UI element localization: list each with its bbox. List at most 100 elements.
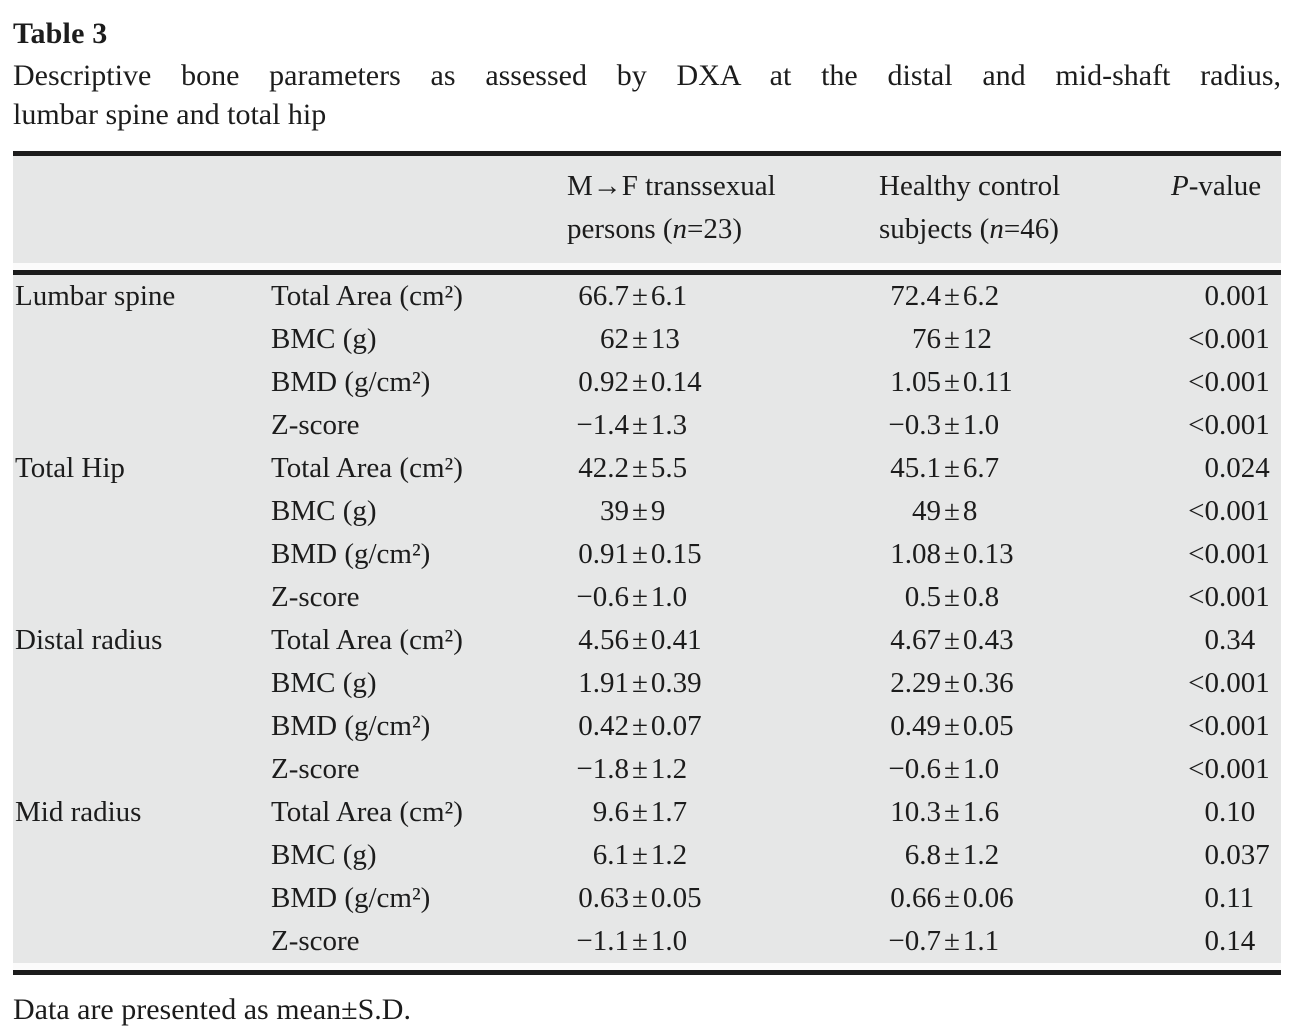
sd-value: 0.15 xyxy=(650,538,702,570)
plus-minus-sign: ± xyxy=(632,667,648,699)
plus-minus-sign: ± xyxy=(632,710,648,742)
hc-value-cell: −0.7 ±1.1 xyxy=(881,920,1173,963)
mean-value: 9.6 xyxy=(592,796,629,828)
plus-minus-sign: ± xyxy=(944,538,960,570)
sd-value: 1.2 xyxy=(650,753,688,785)
p-value-integer-part: 0 xyxy=(1204,882,1220,914)
region-cell: Lumbar spine xyxy=(15,280,176,312)
hc-value-cell: 0.49 ±0.05 xyxy=(881,705,1173,748)
mf-value-cell: −0.6 ±1.0 xyxy=(569,576,881,619)
plus-minus-sign: ± xyxy=(632,624,648,656)
table-caption-line2: lumbar spine and total hip xyxy=(13,98,327,131)
sd-value: 0.43 xyxy=(962,624,1014,656)
hc-value-cell: 49 ±8 xyxy=(881,490,1173,533)
p-value-integer-part: 0 xyxy=(1204,925,1220,957)
sd-value: 1.0 xyxy=(962,753,1000,785)
column-header-mf-transsexual: M→F transsexual persons (n=23) xyxy=(567,165,879,251)
mf-value-cell: 39 ±9 xyxy=(569,490,881,533)
mean-value: 0.5 xyxy=(904,581,941,613)
table-row: BMD (g/cm²) 0.92 ±0.14 1.05 ±0.11 <0.001 xyxy=(13,361,1281,404)
region-cell xyxy=(13,748,271,791)
p-value-decimal-part: .001 xyxy=(1219,495,1270,527)
table-row: BMC (g) 62 ±13 76 ±12 <0.001 xyxy=(13,318,1281,361)
plus-minus-sign: ± xyxy=(944,280,960,312)
mean-value: 0.66 xyxy=(890,882,941,914)
plus-minus-sign: ± xyxy=(632,366,648,398)
table-row: BMD (g/cm²) 0.63 ±0.05 0.66 ±0.06 0.11 xyxy=(13,877,1281,920)
mean-value: 1.05 xyxy=(890,366,941,398)
p-value-cell: <0.001 xyxy=(1173,662,1281,705)
mf-value-cell: 66.7 ±6.1 xyxy=(569,275,881,318)
column-header-healthy-control: Healthy control subjects (n=46) xyxy=(879,165,1171,251)
parameter-cell: BMD (g/cm²) xyxy=(271,538,431,570)
table-row: Z-score −1.8 ±1.2 −0.6 ±1.0 <0.001 xyxy=(13,748,1281,791)
table-row: BMC (g) 1.91 ±0.39 2.29 ±0.36 <0.001 xyxy=(13,662,1281,705)
sd-value: 0.05 xyxy=(962,710,1014,742)
p-value-integer-part: <0 xyxy=(1188,581,1219,613)
mf-value-cell: 0.91 ±0.15 xyxy=(569,533,881,576)
hc-value-cell: 4.67 ±0.43 xyxy=(881,619,1173,662)
parameter-cell: Z-score xyxy=(271,409,360,441)
p-value-cell: <0.001 xyxy=(1173,533,1281,576)
mean-value: 1.91 xyxy=(578,667,629,699)
parameter-cell: BMC (g) xyxy=(271,323,377,355)
table-footnote: Data are presented as mean±S.D. xyxy=(13,993,411,1026)
header-spacer-region xyxy=(13,165,269,251)
plus-minus-sign: ± xyxy=(944,366,960,398)
region-cell xyxy=(13,662,271,705)
p-value-integer-part: 0 xyxy=(1204,280,1220,312)
plus-minus-sign: ± xyxy=(944,495,960,527)
plus-minus-sign: ± xyxy=(632,581,648,613)
parameter-cell: Total Area (cm²) xyxy=(271,280,463,312)
mean-value: 45.1 xyxy=(890,452,941,484)
table-row: BMD (g/cm²) 0.91 ±0.15 1.08 ±0.13 <0.001 xyxy=(13,533,1281,576)
mean-value: 76 xyxy=(912,323,941,355)
parameter-cell: Z-score xyxy=(271,581,360,613)
hc-value-cell: −0.3 ±1.0 xyxy=(881,404,1173,447)
parameter-cell: Total Area (cm²) xyxy=(271,452,463,484)
parameter-cell: BMD (g/cm²) xyxy=(271,710,431,742)
p-value-cell: 0.024 xyxy=(1173,447,1281,490)
hc-value-cell: 10.3 ±1.6 xyxy=(881,791,1173,834)
mean-value: 0.49 xyxy=(890,710,941,742)
mf-value-cell: 6.1 ±1.2 xyxy=(569,834,881,877)
sd-value: 0.07 xyxy=(650,710,702,742)
table-header-rule xyxy=(13,270,1281,275)
sd-value: 1.2 xyxy=(650,839,688,871)
parameter-cell: BMD (g/cm²) xyxy=(271,882,431,914)
plus-minus-sign: ± xyxy=(944,323,960,355)
sd-value: 0.11 xyxy=(962,366,1013,398)
table-row: Z-score −0.6 ±1.0 0.5 ±0.8 <0.001 xyxy=(13,576,1281,619)
parameter-cell: BMC (g) xyxy=(271,495,377,527)
mean-value: 0.63 xyxy=(578,882,629,914)
p-value-integer-part: <0 xyxy=(1188,753,1219,785)
sd-value: 1.6 xyxy=(962,796,1000,828)
mf-value-cell: 0.42 ±0.07 xyxy=(569,705,881,748)
p-value-cell: 0.001 xyxy=(1173,275,1281,318)
sd-value: 1.3 xyxy=(650,409,688,441)
mean-value: −0.6 xyxy=(576,581,629,613)
plus-minus-sign: ± xyxy=(944,452,960,484)
mf-value-cell: −1.4 ±1.3 xyxy=(569,404,881,447)
plus-minus-sign: ± xyxy=(944,925,960,957)
p-value-decimal-part: .10 xyxy=(1219,796,1256,828)
region-cell xyxy=(13,490,271,533)
sd-value: 1.0 xyxy=(650,581,688,613)
mf-value-cell: 62 ±13 xyxy=(569,318,881,361)
table-caption: Descriptive bone parameters as assessed … xyxy=(13,56,1281,134)
p-value-decimal-part: .001 xyxy=(1219,538,1270,570)
plus-minus-sign: ± xyxy=(944,839,960,871)
mean-value: 2.29 xyxy=(890,667,941,699)
plus-minus-sign: ± xyxy=(632,323,648,355)
hc-value-cell: 0.5 ±0.8 xyxy=(881,576,1173,619)
parameter-cell: BMC (g) xyxy=(271,839,377,871)
mean-value: −0.3 xyxy=(888,409,941,441)
hc-value-cell: 76 ±12 xyxy=(881,318,1173,361)
table-row: Z-score −1.4 ±1.3 −0.3 ±1.0 <0.001 xyxy=(13,404,1281,447)
sd-value: 0.8 xyxy=(962,581,1000,613)
p-value-integer-part: <0 xyxy=(1188,495,1219,527)
mean-value: 42.2 xyxy=(578,452,629,484)
mean-value: −1.4 xyxy=(576,409,629,441)
table-row: Distal radius Total Area (cm²) 4.56 ±0.41 4.… xyxy=(13,619,1281,662)
